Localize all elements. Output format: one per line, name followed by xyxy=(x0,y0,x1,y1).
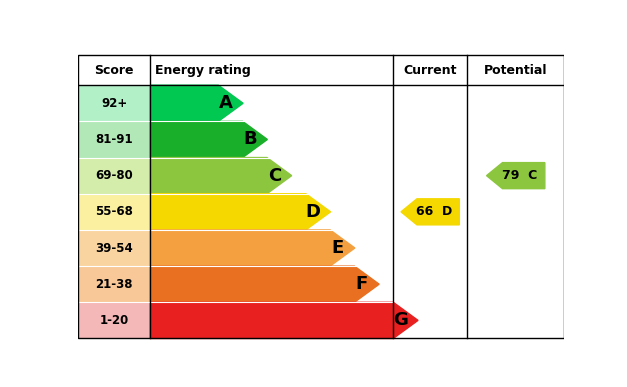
Bar xyxy=(78,194,150,230)
Text: Score: Score xyxy=(95,64,134,77)
Text: 39-54: 39-54 xyxy=(95,241,133,255)
Text: Current: Current xyxy=(403,64,457,77)
Text: E: E xyxy=(332,239,344,257)
Text: 1-20: 1-20 xyxy=(100,314,129,327)
Bar xyxy=(78,85,150,122)
Bar xyxy=(78,302,150,339)
Text: 79  C: 79 C xyxy=(502,169,538,182)
Bar xyxy=(78,266,150,302)
Text: G: G xyxy=(393,312,408,329)
Polygon shape xyxy=(150,85,243,122)
Polygon shape xyxy=(150,266,379,302)
Polygon shape xyxy=(150,230,355,266)
Polygon shape xyxy=(150,302,418,339)
Text: C: C xyxy=(268,167,281,185)
Polygon shape xyxy=(150,194,330,230)
Polygon shape xyxy=(150,158,292,194)
Bar xyxy=(78,158,150,194)
Polygon shape xyxy=(150,122,267,158)
Text: Potential: Potential xyxy=(484,64,547,77)
Text: 69-80: 69-80 xyxy=(95,169,133,182)
Text: 92+: 92+ xyxy=(101,97,127,110)
Bar xyxy=(78,230,150,266)
Text: Energy rating: Energy rating xyxy=(155,64,251,77)
Polygon shape xyxy=(487,163,545,189)
Text: 55-68: 55-68 xyxy=(95,205,134,218)
Text: 66  D: 66 D xyxy=(416,205,453,218)
Text: F: F xyxy=(356,275,368,293)
Text: 81-91: 81-91 xyxy=(95,133,133,146)
Bar xyxy=(78,122,150,158)
Polygon shape xyxy=(401,199,460,225)
Text: D: D xyxy=(306,203,321,221)
Text: B: B xyxy=(243,130,257,149)
Text: 21-38: 21-38 xyxy=(95,278,133,291)
Text: A: A xyxy=(219,94,233,112)
